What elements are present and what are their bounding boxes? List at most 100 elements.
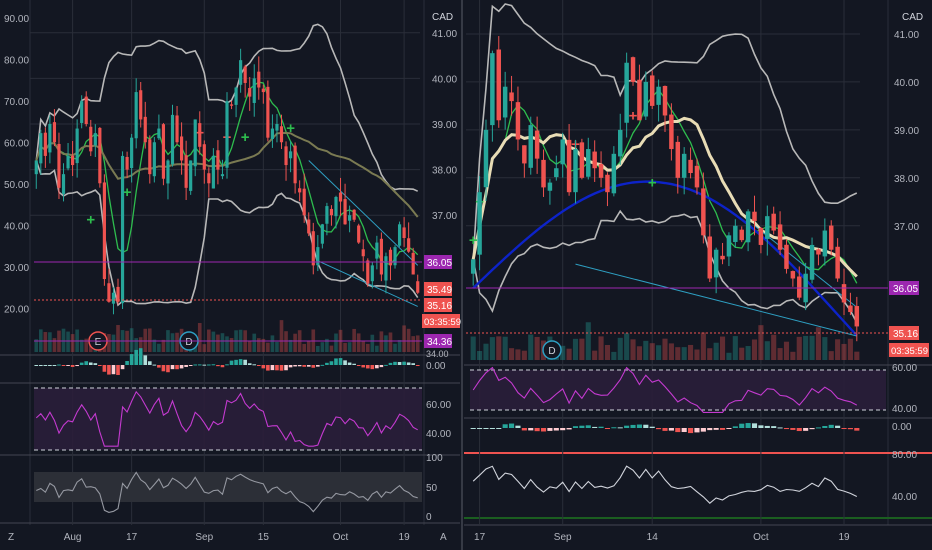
macd-bar <box>700 428 706 432</box>
volume-bar <box>48 332 52 352</box>
volume-bar <box>52 338 57 352</box>
volume-bar <box>585 322 591 360</box>
macd-zero-tick: 0.00 <box>426 361 446 372</box>
price-tick: 41.00 <box>432 29 457 40</box>
candle-body <box>745 211 751 243</box>
candle-body <box>649 75 655 106</box>
osc-tick-100: 100 <box>426 453 443 464</box>
corner-letter: A <box>440 532 447 543</box>
volume-bar <box>266 342 270 352</box>
volume-bar <box>719 336 726 360</box>
candle-body <box>598 164 604 178</box>
volume-bar <box>393 343 397 352</box>
volume-bar <box>84 338 89 352</box>
osc-tick-80: 80.00 <box>892 450 917 461</box>
tag-purple-level: 36.05 <box>889 281 919 295</box>
volume-bar <box>777 348 783 360</box>
candle-body <box>637 79 642 121</box>
macd-bar <box>179 365 184 369</box>
volume-bar <box>751 339 758 360</box>
volume-bar <box>320 342 325 352</box>
left-axis-tick: 90.00 <box>4 14 29 25</box>
volume-bar <box>138 337 143 352</box>
volume-bar <box>406 328 411 352</box>
macd-bar <box>579 425 585 428</box>
candle-body <box>157 128 161 139</box>
macd-bar <box>739 423 745 428</box>
candle-body <box>822 230 828 257</box>
volume-bar <box>34 339 39 352</box>
date-axis: Aug 17 Sep 15 Oct 19 <box>64 532 410 543</box>
macd-bar <box>234 359 238 365</box>
macd-bar <box>411 363 416 365</box>
volume-bar <box>566 348 572 360</box>
macd-bar <box>293 365 297 367</box>
macd-bar <box>592 426 598 428</box>
volume-bar <box>284 331 288 352</box>
macd-histogram <box>34 348 420 375</box>
candle-body <box>777 224 783 250</box>
volume-bar <box>598 336 604 360</box>
cut-tick: 34.00 <box>426 349 449 359</box>
osc-band <box>34 472 422 502</box>
volume-bar <box>483 343 489 360</box>
volume-bar <box>402 325 406 352</box>
macd-bar <box>288 365 293 368</box>
macd-bar <box>166 365 170 373</box>
candle-body <box>370 265 374 282</box>
rsi-band <box>470 370 886 410</box>
volume-bar <box>161 339 166 352</box>
volume-bar <box>477 350 483 360</box>
candle-body <box>116 286 120 302</box>
candle-body <box>375 242 379 259</box>
left-chart[interactable]: ++++++ E D CAD 41.0040.0039.0038.0037.00… <box>0 0 461 543</box>
volume-bar <box>197 323 202 352</box>
price-tick: 38.00 <box>894 174 919 185</box>
volume-bar <box>726 352 732 360</box>
macd-bar <box>116 365 120 375</box>
date-tick: Sep <box>195 532 213 543</box>
tag-countdown: 03:35:59 <box>889 343 929 357</box>
candle-body <box>170 114 175 165</box>
candle-body <box>234 87 238 105</box>
candle-body <box>130 137 134 169</box>
volume-bar <box>152 339 157 352</box>
macd-bar <box>547 428 553 431</box>
rsi-line <box>35 390 418 447</box>
volume-bar <box>713 342 719 360</box>
event-marker-dividend[interactable]: D <box>542 340 562 360</box>
rsi-tick-40: 40.00 <box>892 404 917 415</box>
macd-bar <box>247 363 252 365</box>
event-d-label: D <box>548 346 555 357</box>
candle-body <box>366 260 370 284</box>
macd-bar <box>649 426 655 428</box>
macd-bar <box>732 426 738 428</box>
volume-bar <box>707 348 713 360</box>
candle-body <box>713 249 719 278</box>
macd-bar <box>193 364 198 366</box>
volume-bar <box>745 346 751 360</box>
candle-body <box>61 174 66 194</box>
rsi-tick-60: 60.00 <box>426 400 451 411</box>
candle-body <box>726 235 732 257</box>
volume-bar <box>515 349 521 360</box>
macd-bar <box>361 365 366 368</box>
candle-body <box>694 165 700 188</box>
signal-cross-icon: + <box>629 107 638 124</box>
candle-body <box>320 224 324 244</box>
volume-bar <box>70 334 75 352</box>
candle-body <box>166 160 170 184</box>
candle-body <box>560 139 565 165</box>
macd-bar <box>38 365 43 366</box>
volume-bar <box>225 336 229 352</box>
volume-bar <box>617 337 623 360</box>
macd-bar <box>238 359 243 365</box>
volume-bar <box>560 345 566 360</box>
volume-bar <box>534 336 540 360</box>
macd-bar <box>175 365 179 370</box>
tag-red-last: 35.16 <box>889 326 919 340</box>
macd-bar <box>388 362 393 365</box>
macd-bar <box>393 361 397 365</box>
